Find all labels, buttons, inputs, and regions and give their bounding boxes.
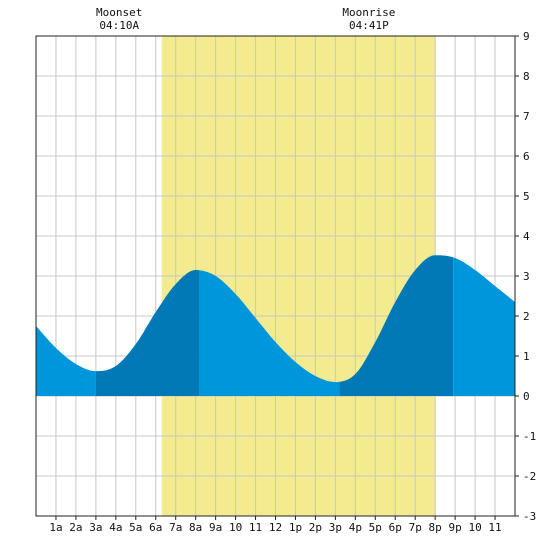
x-tick-label: 1p [289, 521, 302, 534]
y-tick-label: -2 [523, 470, 536, 483]
tide-area-rising-segment [339, 255, 454, 396]
x-tick-label: 6p [389, 521, 402, 534]
x-tick-label: 2a [69, 521, 82, 534]
x-tick-label: 7a [169, 521, 182, 534]
x-tick-label: 4p [349, 521, 362, 534]
y-tick-label: 0 [523, 390, 530, 403]
y-tick-label: -3 [523, 510, 536, 523]
x-tick-label: 2p [309, 521, 322, 534]
y-tick-label: 2 [523, 310, 530, 323]
x-tick-label: 12 [269, 521, 282, 534]
moon-event-label: Moonrise [342, 6, 395, 19]
x-tick-label: 8p [429, 521, 442, 534]
tide-area-falling-segment [36, 326, 96, 396]
x-tick-label: 7p [409, 521, 422, 534]
x-tick-label: 3p [329, 521, 342, 534]
moon-event-label: Moonset [96, 6, 142, 19]
y-tick-label: 4 [523, 230, 530, 243]
x-tick-label: 9p [449, 521, 462, 534]
x-tick-label: 5a [129, 521, 142, 534]
y-tick-label: 6 [523, 150, 530, 163]
y-tick-label: 5 [523, 190, 530, 203]
x-tick-label: 5p [369, 521, 382, 534]
tide-area-falling-segment [453, 257, 515, 396]
tide-area-falling-segment [199, 270, 340, 396]
x-tick-label: 4a [109, 521, 122, 534]
y-tick-label: -1 [523, 430, 536, 443]
x-tick-label: 6a [149, 521, 162, 534]
y-tick-label: 8 [523, 70, 530, 83]
y-tick-label: 3 [523, 270, 530, 283]
x-tick-label: 11 [488, 521, 501, 534]
moon-event-time: 04:10A [99, 19, 139, 32]
x-tick-label: 1a [49, 521, 62, 534]
x-tick-label: 11 [249, 521, 262, 534]
x-tick-label: 10 [229, 521, 242, 534]
y-axis-labels: -3 -2 -1 0 1 2 3 4 5 6 7 8 9 [515, 30, 536, 523]
x-axis-labels: 1a 2a 3a 4a 5a 6a 7a 8a 9a 10 11 12 1p 2p 3p 4p 5p 6p 7p 8p… [49, 516, 502, 534]
moon-event-time: 04:41P [349, 19, 389, 32]
y-tick-label: 7 [523, 110, 530, 123]
x-tick-label: 10 [468, 521, 481, 534]
tide-area-layer [36, 255, 515, 396]
y-tick-label: 9 [523, 30, 530, 43]
x-tick-label: 8a [189, 521, 202, 534]
x-tick-label: 9a [209, 521, 222, 534]
tide-area-rising-segment [95, 270, 200, 396]
y-tick-label: 1 [523, 350, 530, 363]
x-tick-label: 3a [89, 521, 102, 534]
